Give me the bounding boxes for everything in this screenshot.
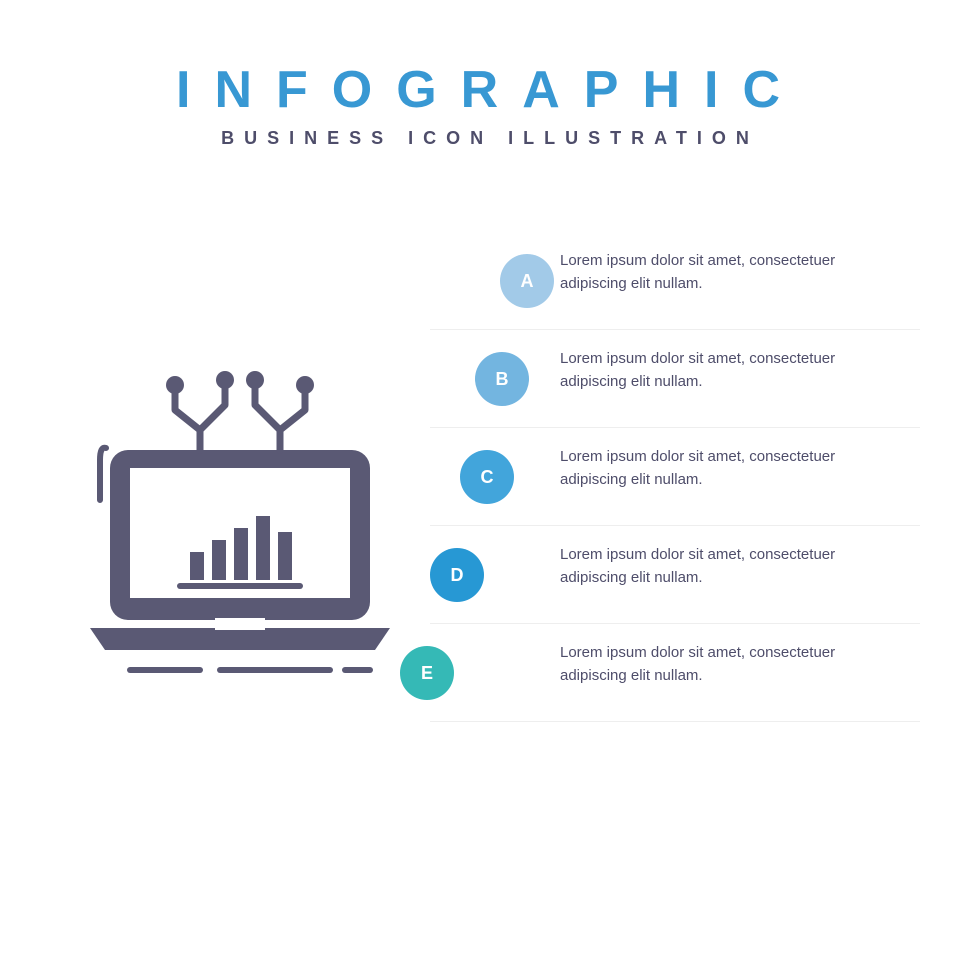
laptop-chart-icon (80, 350, 400, 690)
content-area: ALorem ipsum dolor sit amet, consectetue… (0, 250, 980, 870)
step-text: Lorem ipsum dolor sit amet, consectetuer… (560, 250, 880, 295)
step-text: Lorem ipsum dolor sit amet, consectetuer… (560, 544, 880, 589)
step-badge: B (475, 352, 529, 406)
steps-list: ALorem ipsum dolor sit amet, consectetue… (430, 250, 920, 740)
step-row: C Lorem ipsum dolor sit amet, consectetue… (430, 446, 920, 526)
subtitle: BUSINESS ICON ILLUSTRATION (0, 128, 980, 149)
step-badge: C (460, 450, 514, 504)
step-row: ELorem ipsum dolor sit amet, consectetue… (430, 642, 920, 722)
step-badge: D (430, 548, 484, 602)
step-badge: E (400, 646, 454, 700)
step-row: D Lorem ipsum dolor sit amet, consectetue… (430, 544, 920, 624)
step-text: Lorem ipsum dolor sit amet, consectetuer… (560, 348, 880, 393)
header: INFOGRAPHIC BUSINESS ICON ILLUSTRATION (0, 0, 980, 149)
main-title: INFOGRAPHIC (0, 60, 980, 120)
step-badge: A (500, 254, 554, 308)
step-row: ALorem ipsum dolor sit amet, consectetue… (430, 250, 920, 330)
step-text: Lorem ipsum dolor sit amet, consectetuer… (560, 446, 880, 491)
step-text: Lorem ipsum dolor sit amet, consectetuer… (560, 642, 880, 687)
step-row: B Lorem ipsum dolor sit amet, consectetue… (430, 348, 920, 428)
